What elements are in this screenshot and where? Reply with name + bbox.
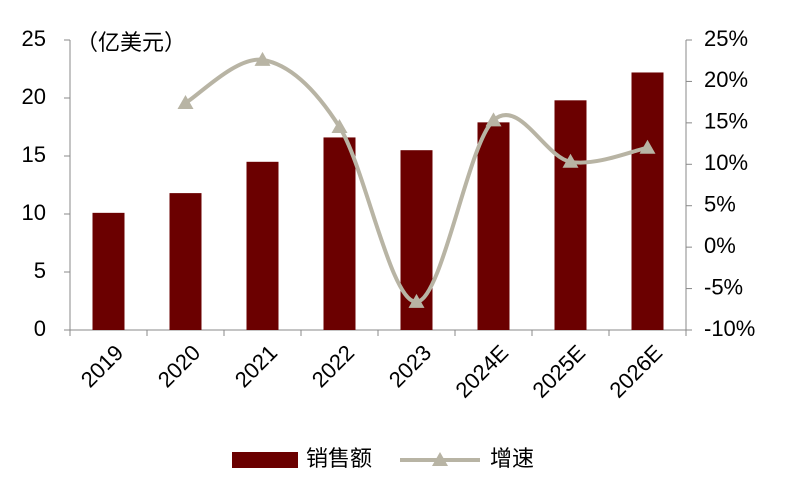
y-tick-label: 0 xyxy=(34,316,46,341)
growth-marker xyxy=(177,94,194,109)
bar xyxy=(554,100,587,330)
y-axis-unit: （亿美元） xyxy=(76,30,186,55)
x-tick-label: 2024E xyxy=(450,340,513,403)
legend-swatch xyxy=(232,452,298,468)
legend-label: 销售额 xyxy=(306,446,372,471)
x-tick-label: 2021 xyxy=(230,340,282,392)
growth-marker xyxy=(254,51,271,66)
bar xyxy=(169,193,202,330)
y-tick-label: 5 xyxy=(34,258,46,283)
y2-tick-label: -10% xyxy=(704,316,755,341)
growth-marker xyxy=(639,139,656,154)
y2-tick-label: 25% xyxy=(704,26,748,51)
bar xyxy=(323,137,356,330)
growth-marker xyxy=(485,112,502,127)
y2-tick-label: 5% xyxy=(704,192,736,217)
y2-tick-label: 20% xyxy=(704,67,748,92)
x-tick-label: 2020 xyxy=(153,340,205,392)
y2-tick-label: 0% xyxy=(704,233,736,258)
bar xyxy=(631,72,664,330)
x-tick-label: 2023 xyxy=(384,340,436,392)
bar xyxy=(246,161,279,330)
x-tick-label: 2026E xyxy=(604,340,667,403)
y-tick-label: 15 xyxy=(22,142,46,167)
growth-marker xyxy=(408,293,425,308)
y2-tick-label: 10% xyxy=(704,150,748,175)
y2-tick-label: -5% xyxy=(704,274,743,299)
bar xyxy=(92,212,125,330)
y-tick-label: 25 xyxy=(22,26,46,51)
y2-tick-label: 15% xyxy=(704,109,748,134)
x-tick-label: 2025E xyxy=(527,340,590,403)
growth-marker xyxy=(331,119,348,133)
legend-label: 增速 xyxy=(490,446,534,471)
legend-swatch-marker xyxy=(432,452,448,466)
growth-marker xyxy=(562,153,579,168)
x-tick-label: 2019 xyxy=(76,340,128,392)
y-tick-label: 20 xyxy=(22,84,46,109)
bar xyxy=(477,122,510,330)
x-tick-label: 2022 xyxy=(307,340,359,392)
y-tick-label: 10 xyxy=(22,200,46,225)
